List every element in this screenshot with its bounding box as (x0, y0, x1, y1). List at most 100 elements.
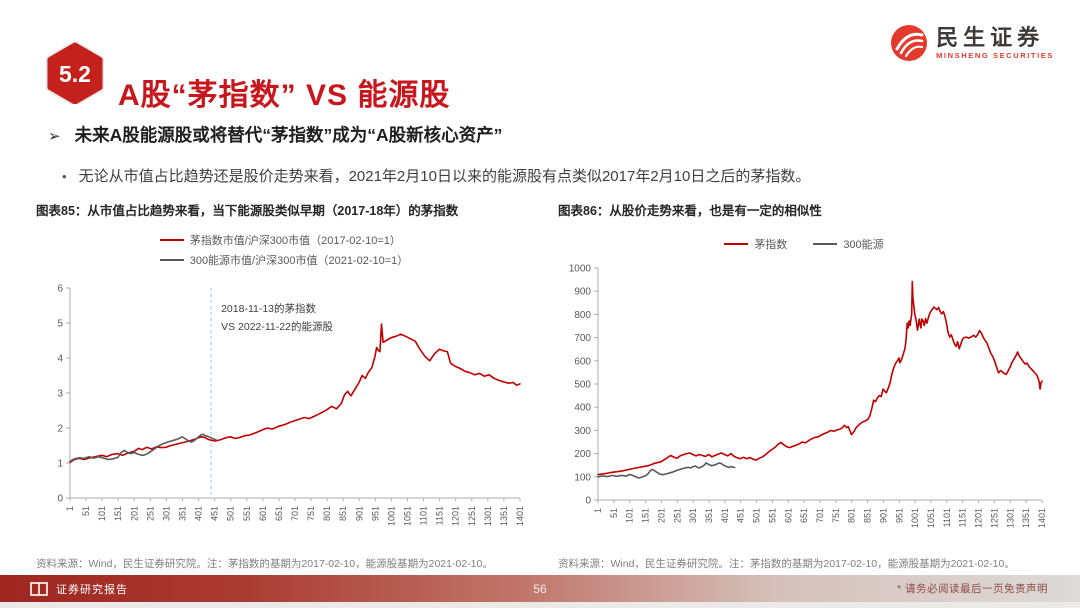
sub-point-text: 无论从市值占比趋势还是股价走势来看，2021年2月10日以来的能源股有点类似20… (78, 168, 811, 185)
x-tick-label: 1101 (419, 506, 429, 525)
x-tick-label: 251 (145, 506, 155, 521)
y-tick-label: 2 (57, 424, 63, 435)
y-tick-label: 1000 (569, 264, 592, 275)
x-tick-label: 1 (593, 508, 603, 513)
x-tick-label: 701 (815, 508, 825, 523)
legend-item-0: 茅指数 (724, 236, 787, 252)
footer-strip (0, 602, 1080, 608)
x-tick-label: 1151 (435, 506, 445, 525)
y-tick-label: 200 (574, 449, 591, 460)
x-tick-label: 451 (736, 508, 746, 523)
figure-85-chart: 0 1 2 3 4 5 6 1 51 101 151 201 251 301 351 401 451 501 551… (34, 276, 534, 561)
x-tick-label: 1401 (1037, 508, 1047, 528)
book-icon (30, 581, 48, 596)
x-tick-label: 1051 (926, 508, 936, 528)
x-tick-label: 551 (767, 508, 777, 523)
x-tick-label: 651 (799, 508, 809, 523)
series-line-1 (597, 462, 736, 479)
figure-86-legend: 茅指数 300能源 (556, 232, 1052, 252)
x-tick-label: 201 (129, 506, 139, 521)
footer-bar: 证券研究报告 56 * 请务必阅读最后一页免责声明 (0, 575, 1080, 602)
series-line-0 (69, 323, 521, 464)
x-tick-label: 351 (178, 506, 188, 521)
x-tick-label: 1401 (515, 506, 525, 526)
y-tick-label: 6 (57, 284, 63, 295)
x-tick-label: 51 (609, 508, 619, 518)
legend-swatch-icon (159, 239, 184, 241)
x-tick-label: 851 (338, 506, 348, 521)
company-logo: 民生证券 MINSHENG SECURITIES (890, 24, 1054, 62)
x-tick-label: 1251 (989, 508, 999, 528)
legend-item-1: 300能源市值/沪深300市值（2021-02-10=1） (159, 252, 408, 268)
x-tick-label: 801 (847, 508, 857, 523)
figure-85-title: 图表85：从市值占比趋势来看，当下能源股类似早期（2017-18年）的茅指数 (36, 204, 459, 218)
x-tick-label: 551 (242, 506, 252, 521)
x-tick-label: 751 (306, 506, 316, 521)
x-tick-label: 851 (863, 508, 873, 523)
x-tick-label: 201 (656, 508, 666, 523)
x-tick-label: 1351 (499, 506, 509, 526)
x-tick-label: 1351 (1021, 508, 1031, 528)
y-tick-label: 3 (57, 389, 63, 400)
x-tick-label: 1201 (974, 508, 984, 528)
legend-item-1: 300能源 (813, 236, 884, 252)
x-tick-label: 151 (641, 508, 651, 523)
x-tick-label: 651 (274, 506, 284, 521)
x-tick-label: 901 (878, 508, 888, 523)
legend-item-0: 茅指数市值/沪深300市值（2017-02-10=1） (159, 232, 401, 248)
x-tick-label: 1001 (910, 508, 920, 528)
figure-85-legend: 茅指数市值/沪深300市值（2017-02-10=1） 300能源市值/沪深300… (34, 232, 534, 268)
x-tick-label: 501 (752, 508, 762, 523)
series-line-1 (69, 433, 217, 463)
legend-swatch-icon (159, 259, 184, 261)
x-tick-label: 951 (894, 508, 904, 523)
footer-report-type: 证券研究报告 (30, 581, 128, 597)
x-tick-label: 301 (161, 506, 171, 521)
y-tick-label: 0 (585, 496, 591, 507)
x-tick-label: 801 (322, 506, 332, 521)
y-tick-label: 500 (574, 380, 591, 391)
logo-name-en: MINSHENG SECURITIES (936, 51, 1054, 61)
y-tick-label: 300 (574, 426, 591, 437)
x-tick-label: 151 (113, 506, 123, 521)
sub-point: • 无论从市值占比趋势还是股价走势来看，2021年2月10日以来的能源股有点类似… (62, 165, 810, 186)
x-tick-label: 601 (258, 506, 268, 521)
logo-name-cn: 民生证券 (936, 24, 1045, 50)
logo-text: 民生证券 MINSHENG SECURITIES (936, 26, 1054, 60)
x-tick-label: 1251 (467, 506, 477, 526)
y-tick-label: 0 (57, 494, 63, 505)
y-tick-label: 5 (57, 319, 63, 330)
page-title: A股“茅指数” VS 能源股 (118, 79, 451, 113)
y-tick-label: 4 (57, 354, 63, 365)
arrow-bullet-icon: ➢ (48, 128, 61, 145)
x-tick-label: 1301 (1005, 508, 1015, 528)
annotation-text: VS 2022-11-22的能源股 (221, 320, 333, 333)
legend-label: 茅指数 (754, 239, 788, 251)
y-tick-label: 700 (574, 333, 591, 344)
y-tick-label: 800 (574, 310, 591, 321)
x-tick-label: 451 (210, 506, 220, 521)
x-tick-label: 51 (81, 506, 91, 516)
footer-disclaimer: * 请务必阅读最后一页免责声明 (896, 583, 1048, 595)
figure-86-title: 图表86：从股价走势来看，也是有一定的相似性 (558, 204, 822, 218)
y-tick-label: 100 (574, 472, 591, 483)
x-tick-label: 1 (65, 506, 75, 511)
x-tick-label: 401 (720, 508, 730, 523)
x-tick-label: 351 (704, 508, 714, 523)
legend-swatch-icon (813, 243, 838, 245)
x-tick-label: 1151 (958, 508, 968, 527)
x-tick-label: 951 (370, 506, 380, 521)
x-tick-label: 1051 (403, 506, 413, 526)
x-tick-label: 401 (194, 506, 204, 521)
y-tick-label: 1 (57, 459, 63, 470)
key-point-text: 未来A股能源股或将替代“茅指数”成为“A股新核心资产” (74, 125, 503, 145)
section-number-badge: 5.2 (44, 41, 106, 106)
x-tick-label: 501 (226, 506, 236, 521)
x-tick-label: 601 (783, 508, 793, 523)
x-tick-label: 101 (625, 508, 635, 523)
legend-swatch-icon (724, 243, 749, 245)
dot-bullet-icon: • (62, 169, 67, 184)
x-tick-label: 101 (97, 506, 107, 521)
